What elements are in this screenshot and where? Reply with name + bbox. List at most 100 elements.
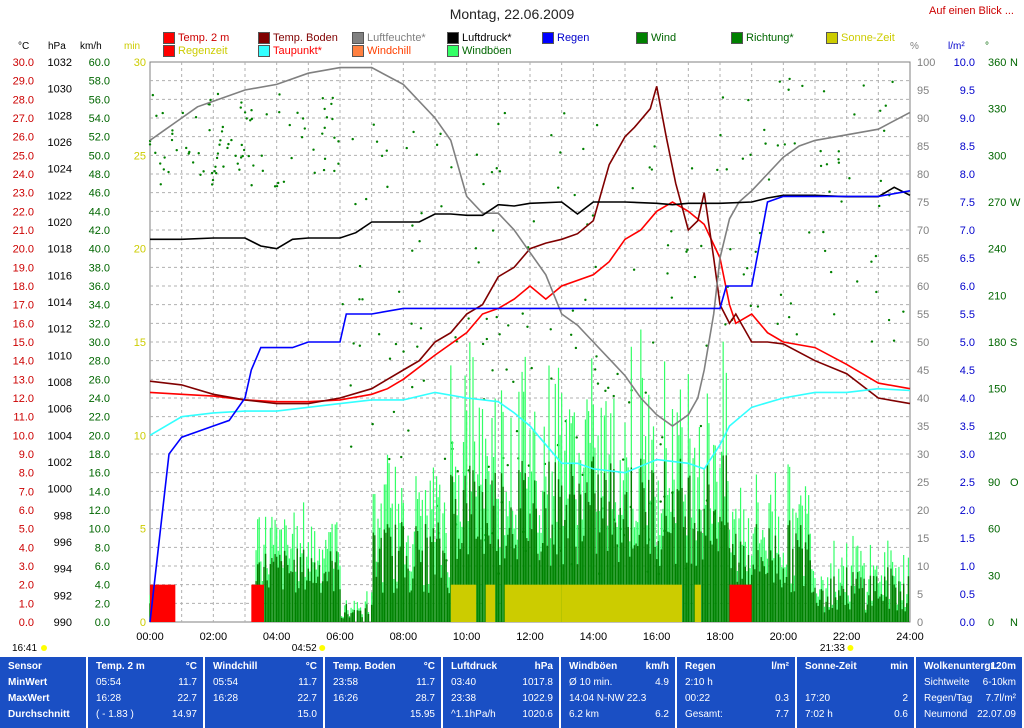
humidity-axis-tick-label: 10 — [917, 561, 929, 573]
wind-direction-dot — [789, 302, 793, 305]
x-axis-tick-label: 18:00 — [706, 631, 734, 643]
humidity-axis-tick-label: 30 — [917, 449, 929, 461]
temp-axis-tick-label: 2.0 — [19, 580, 34, 592]
wind-direction-dot — [181, 111, 185, 115]
sunshine-bar — [561, 584, 682, 622]
wind-direction-dot — [549, 328, 552, 331]
wind-direction-dot — [210, 171, 214, 175]
legend-swatch — [352, 45, 364, 57]
wind-direction-dot — [454, 336, 457, 339]
stats-cell-label: 14:04 N-NW 22.3 — [569, 693, 647, 704]
wind-direction-dot — [392, 410, 396, 414]
rain-axis-tick-label: 8.0 — [960, 169, 975, 181]
temp-axis-tick-label: 24.0 — [13, 169, 34, 181]
stats-cell-value: hPa — [534, 661, 553, 672]
sunshine-bar — [694, 584, 701, 622]
wind-direction-dot — [650, 168, 654, 171]
wind-direction-dot — [372, 123, 375, 126]
stats-cell-value: 4.9 — [655, 677, 669, 688]
wind-direction-dot — [171, 129, 174, 132]
humidity-axis-tick-label: 50 — [917, 337, 929, 349]
legend-label: Luftfeuchte* — [367, 32, 426, 44]
stats-row: Gesamt: 7.7 — [677, 709, 795, 723]
rain-axis-tick-label: 5.0 — [960, 337, 975, 349]
wind-direction-dot — [879, 179, 883, 183]
wind-direction-dot — [632, 268, 636, 271]
stats-cell-value: l/m² — [771, 661, 789, 672]
wind-direction-dot — [321, 132, 324, 135]
wind-axis-tick-label: 30.0 — [89, 337, 110, 349]
wind-direction-dot — [209, 98, 212, 102]
temp-unit-label: °C — [18, 41, 30, 52]
wind-direction-dot — [571, 309, 575, 312]
wind-direction-dot — [801, 84, 804, 88]
wind-direction-dot — [167, 170, 170, 174]
legend-item: Sonne-Zeit — [826, 32, 895, 44]
stats-row: 03:40 1017.8 — [443, 677, 559, 691]
direction-compass-label: W — [1010, 197, 1021, 209]
wind-direction-dot — [443, 457, 447, 461]
wind-direction-dot — [487, 465, 490, 468]
stats-cell-label: Windchill — [213, 661, 258, 672]
wind-axis-tick-label: 12.0 — [89, 505, 110, 517]
wind-direction-dot — [498, 333, 501, 336]
wind-direction-dot — [828, 190, 831, 193]
direction-axis-tick-label: 150 — [988, 384, 1006, 396]
wind-direction-dot — [227, 142, 230, 146]
wind-direction-dot — [185, 146, 188, 150]
wind-direction-dot — [250, 117, 254, 121]
overview-link[interactable]: Auf einen Blick ... — [929, 5, 1014, 17]
stats-row: Ø 10 min. 4.9 — [561, 677, 675, 691]
humidity-axis-tick-label: 75 — [917, 197, 929, 209]
wind-direction-dot — [778, 80, 782, 83]
wind-axis-tick-label: 56.0 — [89, 94, 110, 106]
x-axis-tick-label: 04:00 — [263, 631, 291, 643]
sunshine-bar — [485, 584, 496, 622]
humidity-axis-tick-label: 100 — [917, 57, 935, 69]
wind-direction-dot — [218, 143, 221, 146]
pressure-axis-tick-label: 994 — [54, 564, 72, 576]
wind-direction-dot — [532, 220, 536, 223]
wind-axis-tick-label: 16.0 — [89, 468, 110, 480]
wind-direction-dot — [194, 116, 198, 119]
wind-direction-dot — [388, 457, 391, 461]
wind-direction-dot — [503, 111, 507, 115]
wind-direction-dot — [878, 204, 881, 208]
wind-direction-dot — [288, 123, 291, 127]
stats-row: ( - 1.83 ) 14.97 — [88, 709, 203, 723]
x-axis-tick-label: 20:00 — [770, 631, 798, 643]
stats-cell-value: 120m — [990, 661, 1016, 672]
stats-cell-value: 2 — [902, 693, 908, 704]
wind-direction-dot — [593, 368, 597, 371]
wind-direction-dot — [275, 184, 279, 188]
wind-direction-dot — [214, 172, 218, 175]
stats-cell-label: Luftdruck — [451, 661, 498, 672]
series-line-taupunkt — [149, 387, 911, 474]
wind-direction-dot — [653, 145, 656, 148]
humidity-axis-tick-label: 90 — [917, 113, 929, 125]
humidity-axis-tick-label: 65 — [917, 253, 929, 265]
wind-direction-dot — [273, 185, 277, 188]
legend-swatch — [163, 45, 175, 57]
wind-direction-dot — [490, 170, 494, 174]
wind-direction-dot — [902, 310, 905, 313]
wind-direction-dot — [349, 445, 353, 448]
humidity-axis-tick-label: 45 — [917, 365, 929, 377]
temp-axis-tick-label: 10.0 — [13, 430, 34, 442]
wind-direction-dot — [887, 318, 891, 322]
wind-direction-dot — [747, 98, 750, 102]
wind-direction-dot — [199, 173, 202, 176]
wind-direction-dot — [191, 161, 195, 164]
wind-direction-dot — [303, 127, 306, 130]
humidity-axis-tick-label: 85 — [917, 141, 929, 153]
stats-row: 23:58 11.7 — [325, 677, 441, 691]
stats-cell-value: 1020.6 — [522, 709, 553, 720]
legend-item: Luftfeuchte* — [352, 32, 426, 44]
time-marker-label: 04:52 — [292, 643, 317, 654]
wind-direction-dot — [321, 97, 324, 100]
stats-cell-value: 15.95 — [409, 709, 435, 720]
legend-item: Temp. 2 m — [163, 32, 229, 44]
legend-swatch — [447, 45, 459, 57]
stats-cell-label: 05:54 — [213, 677, 239, 688]
pressure-axis-tick-label: 1012 — [48, 324, 72, 336]
